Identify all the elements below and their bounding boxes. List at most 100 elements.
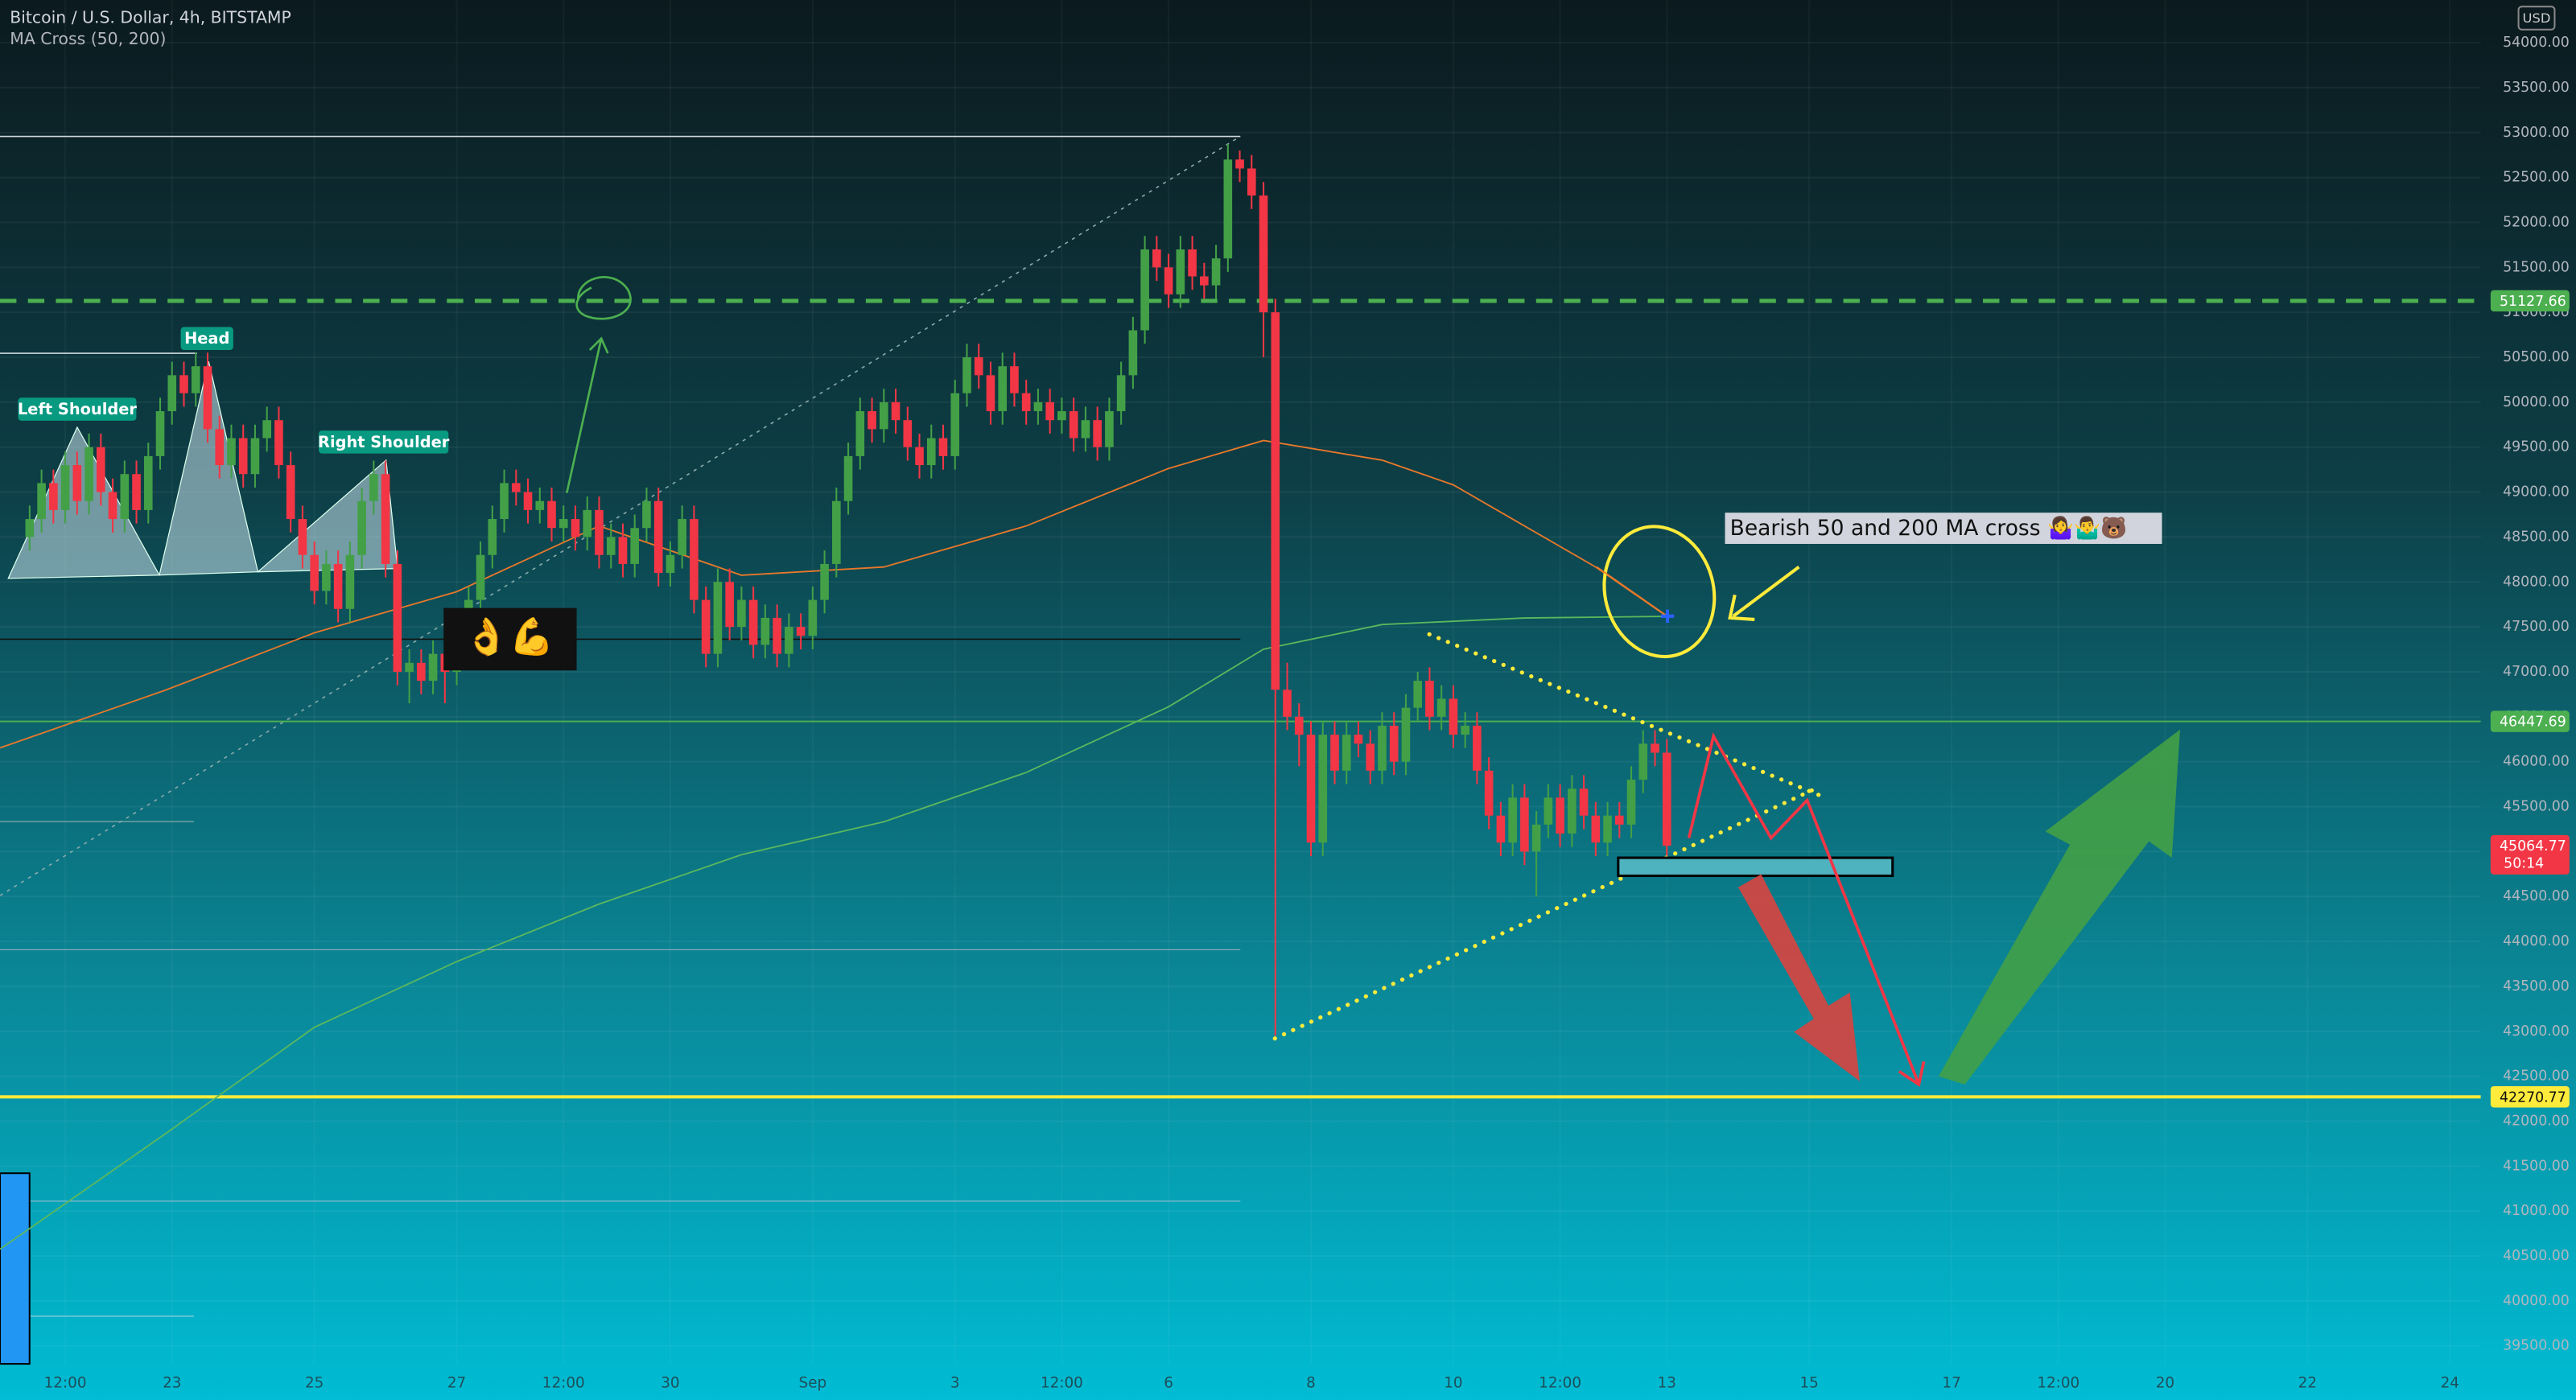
candle-body <box>962 357 971 393</box>
candle-body <box>1247 168 1256 196</box>
candle-body <box>583 509 592 537</box>
candle-body <box>630 528 640 564</box>
y-tick-label: 48500.00 <box>2503 529 2570 545</box>
x-tick-label: 17 <box>1942 1375 1960 1392</box>
candle-body <box>1461 725 1469 735</box>
x-tick-label: 12:00 <box>1041 1375 1083 1392</box>
candle-body <box>879 401 888 430</box>
candle-body <box>618 537 628 564</box>
candle-body <box>1378 725 1387 771</box>
candle-body <box>1271 312 1280 690</box>
candle-body <box>808 599 818 636</box>
x-tick-label: 24 <box>2441 1375 2459 1392</box>
emoji-box <box>443 607 577 671</box>
candle-body <box>701 599 711 654</box>
x-tick-label: 12:00 <box>44 1375 87 1392</box>
y-tick-label: 46000.00 <box>2503 754 2570 770</box>
projection-path <box>1687 731 1926 1087</box>
box <box>0 1172 31 1365</box>
candle-body <box>571 519 580 537</box>
y-tick-label: 52000.00 <box>2503 214 2570 230</box>
candle-body <box>345 554 355 609</box>
candle-body <box>1081 420 1090 439</box>
x-tick-label: 12:00 <box>2037 1375 2079 1392</box>
candle-body <box>1140 249 1149 331</box>
candle-body <box>37 483 46 520</box>
candle-body <box>773 617 781 654</box>
drawings: 👌💪 Left Shoulder Head Right Shoulder Bea… <box>18 276 2181 1087</box>
candle-body <box>143 455 153 510</box>
candle-body <box>1200 276 1209 286</box>
countdown: 50:14 <box>2504 856 2544 872</box>
x-tick-label: 12:00 <box>1539 1375 1581 1392</box>
candle-body <box>120 474 130 520</box>
x-tick-label: 13 <box>1658 1375 1676 1392</box>
candle-body <box>488 519 497 555</box>
price-label: 51127.66 <box>2500 294 2566 310</box>
candle-body <box>333 563 343 609</box>
candle-body <box>203 366 212 430</box>
candle-body <box>1093 420 1102 447</box>
y-tick-label: 40500.00 <box>2503 1248 2570 1264</box>
candle-body <box>1176 249 1185 294</box>
candle-body <box>1188 249 1197 277</box>
candle-body <box>1069 411 1078 439</box>
candle-body <box>215 429 225 466</box>
support-zone <box>1617 856 1894 878</box>
y-tick-label: 41000.00 <box>2503 1203 2570 1219</box>
candle-body <box>1401 707 1411 762</box>
candle-body <box>926 438 936 466</box>
candle-body <box>891 401 901 421</box>
candle-body <box>1152 249 1161 268</box>
candle-body <box>1021 393 1031 412</box>
candle-body <box>167 375 177 412</box>
dotted-trend-line <box>1427 632 1826 800</box>
y-tick-label: 43500.00 <box>2503 978 2570 994</box>
candle-body <box>49 483 58 510</box>
candle-body <box>357 500 366 555</box>
x-tick-label: Sep <box>799 1375 827 1392</box>
annotation: Right Shoulder <box>318 433 450 451</box>
candle-body <box>523 492 533 510</box>
label-box <box>319 430 449 454</box>
candle-body <box>381 474 390 564</box>
circle-marker <box>1602 525 1717 659</box>
candle-body <box>558 519 568 529</box>
candle-body <box>1615 815 1624 825</box>
y-tick-label: 54000.00 <box>2503 35 2570 51</box>
candle-body <box>1508 797 1517 843</box>
candle-body <box>1354 735 1363 744</box>
candle-body <box>1033 401 1043 412</box>
candle-body <box>1520 797 1529 852</box>
candle-body <box>1330 735 1339 771</box>
arrow <box>566 336 609 493</box>
y-tick-label: 49500.00 <box>2503 439 2570 455</box>
candle-body <box>713 582 723 654</box>
candle-body <box>84 447 93 501</box>
candle-body <box>405 662 414 672</box>
candle-body <box>1128 330 1138 376</box>
candle-body <box>1010 366 1019 393</box>
head-shape <box>159 361 259 576</box>
x-tick-label: 10 <box>1444 1375 1462 1392</box>
candle-body <box>1651 743 1659 753</box>
candle-body <box>748 599 758 645</box>
candle-body <box>1223 159 1233 259</box>
candle-body <box>1235 159 1244 169</box>
candle-body <box>1366 743 1375 771</box>
circle-marker <box>575 276 632 320</box>
y-tick-label: 42500.00 <box>2503 1069 2570 1085</box>
y-tick-label: 49000.00 <box>2503 484 2570 500</box>
candle-body <box>950 393 960 456</box>
candle-body <box>855 411 865 456</box>
indicator-name: MA Cross (50, 200) <box>10 29 166 48</box>
price-label-box <box>2490 710 2570 732</box>
candle-body <box>1389 725 1399 762</box>
candle-body <box>298 519 307 555</box>
candle-body <box>1662 752 1671 846</box>
candle-body <box>796 627 806 636</box>
y-tick-label: 40000.00 <box>2503 1293 2570 1309</box>
y-tick-label: 53000.00 <box>2503 125 2570 141</box>
